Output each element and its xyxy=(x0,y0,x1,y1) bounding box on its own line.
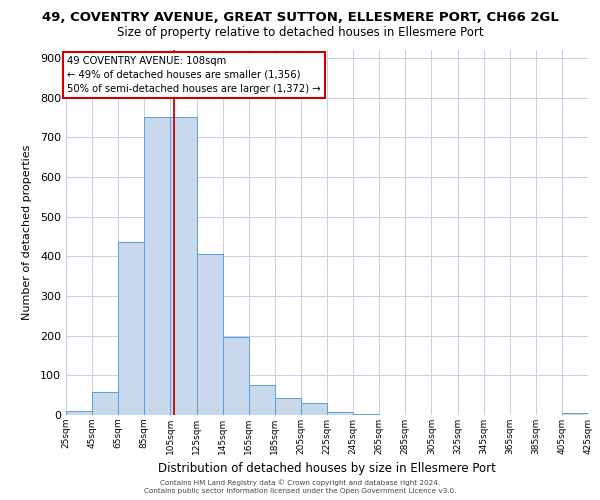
Bar xyxy=(170,118,197,415)
Bar xyxy=(118,242,145,415)
Bar xyxy=(327,412,353,415)
Text: Contains public sector information licensed under the Open Government Licence v3: Contains public sector information licen… xyxy=(144,488,456,494)
Text: 49, COVENTRY AVENUE, GREAT SUTTON, ELLESMERE PORT, CH66 2GL: 49, COVENTRY AVENUE, GREAT SUTTON, ELLES… xyxy=(41,11,559,24)
Bar xyxy=(562,413,588,415)
Bar xyxy=(301,403,327,415)
X-axis label: Distribution of detached houses by size in Ellesmere Port: Distribution of detached houses by size … xyxy=(158,462,496,475)
Bar xyxy=(249,385,275,415)
Bar xyxy=(275,398,301,415)
Bar xyxy=(223,337,249,415)
Bar xyxy=(145,118,170,415)
Bar xyxy=(66,411,92,415)
Text: Contains HM Land Registry data © Crown copyright and database right 2024.: Contains HM Land Registry data © Crown c… xyxy=(160,480,440,486)
Bar xyxy=(92,392,118,415)
Text: Size of property relative to detached houses in Ellesmere Port: Size of property relative to detached ho… xyxy=(116,26,484,39)
Bar xyxy=(197,254,223,415)
Text: 49 COVENTRY AVENUE: 108sqm
← 49% of detached houses are smaller (1,356)
50% of s: 49 COVENTRY AVENUE: 108sqm ← 49% of deta… xyxy=(67,56,321,94)
Y-axis label: Number of detached properties: Number of detached properties xyxy=(22,145,32,320)
Bar xyxy=(353,414,379,415)
